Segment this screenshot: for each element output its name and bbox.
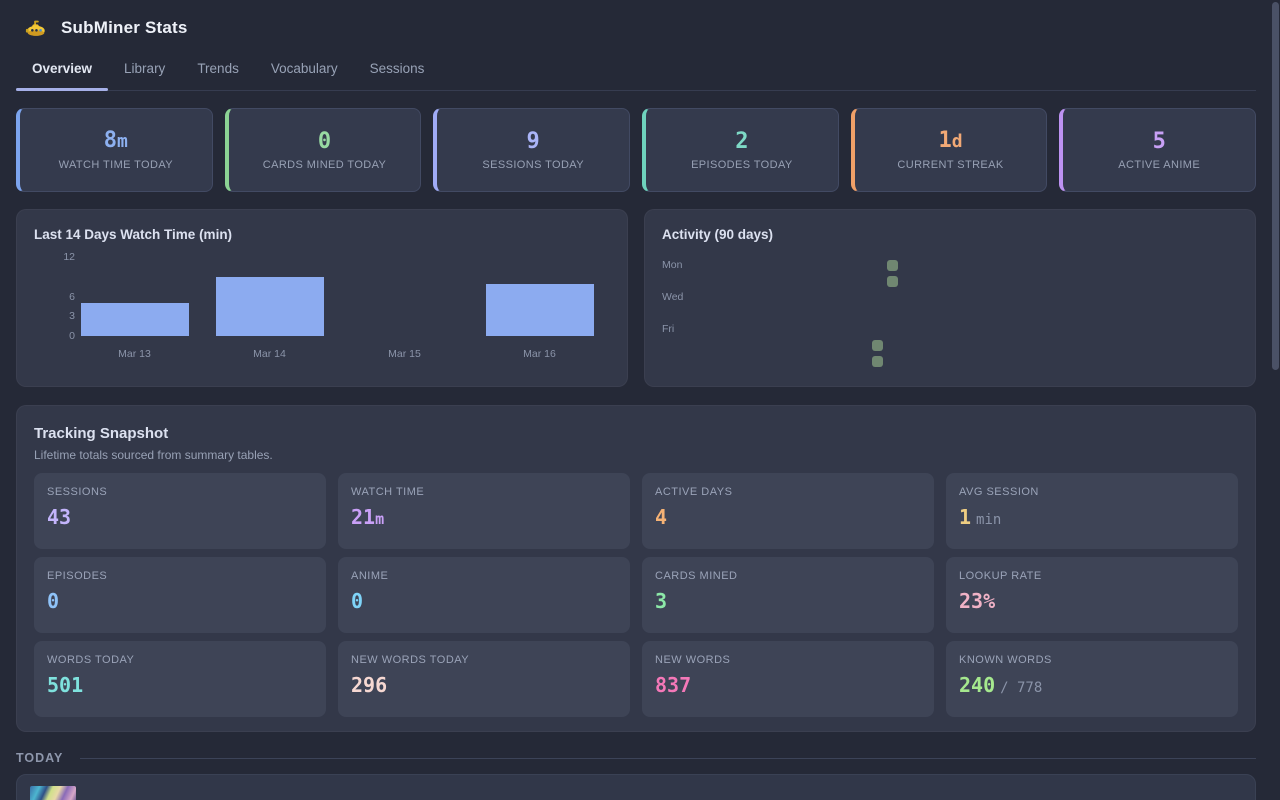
stat-card-value: 2 [735,128,749,154]
tile-label: EPISODES [47,570,108,582]
stat-card-value: 8m [103,128,128,153]
stat-card-value: 1d [938,128,963,153]
submarine-logo-icon [25,20,45,36]
tile-label: AVG SESSION [959,486,1039,498]
heatmap-active-cell [872,356,883,367]
tracking-tile-anime: ANIME 0 [338,557,630,633]
tracking-tile-avg-session: AVG SESSION 1 min [946,473,1238,549]
tracking-tile-sessions: SESSIONS 43 [34,473,326,549]
tracking-tile-grid: SESSIONS 43 WATCH TIME 21m ACTIVE DAYS 4 AVG S… [34,473,1238,717]
stat-card-cards-mined-today: 0 CARDS MINED TODAY [224,108,422,192]
bar-mar-13 [80,303,189,336]
tracking-tile-watch-time: WATCH TIME 21m [338,473,630,549]
charts-row: Last 14 Days Watch Time (min) 12 6 3 0 Mar 1… [16,209,1256,387]
today-label: TODAY [16,751,64,765]
tab-sessions[interactable]: Sessions [369,61,425,76]
stat-card-label: EPISODES TODAY [691,158,793,171]
stat-card-value: 0 [317,128,332,154]
tracking-tile-lookup-rate: LOOKUP RATE 23% [946,557,1238,633]
tile-label: ANIME [351,570,389,582]
tile-label: CARDS MINED [655,570,738,582]
tile-value: 43 [47,505,72,529]
bar-mar-14 [215,277,324,336]
heatmap-active-cell [887,260,898,271]
stat-card-watch-time-today: 8m WATCH TIME TODAY [16,108,213,192]
tile-label: KNOWN WORDS [959,654,1052,666]
page-title: SubMiner Stats [61,18,188,37]
tracking-snapshot-subtitle: Lifetime totals sourced from summary tab… [34,448,273,462]
tracking-tile-active-days: ACTIVE DAYS 4 [642,473,934,549]
tile-value: 296 [351,673,388,697]
tile-value: 0 [351,589,364,613]
y-axis-tick: 0 [69,330,75,342]
x-axis-label: Mar 13 [118,348,151,360]
stat-card-current-streak: 1d CURRENT STREAK [850,108,1048,192]
tab-trends[interactable]: Trends [197,61,239,76]
tile-value: 23% [959,589,996,613]
today-section-header: TODAY [16,751,1256,765]
today-divider-line [80,757,1256,759]
stat-card-label: CARDS MINED TODAY [262,158,387,171]
tracking-tile-episodes: EPISODES 0 [34,557,326,633]
tile-value: 4 [655,505,668,529]
stat-card-sessions-today: 9 SESSIONS TODAY [433,108,631,192]
stat-card-episodes-today: 2 EPISODES TODAY [642,108,839,192]
activity-heatmap-panel: Activity (90 days) Mon Wed Fri [644,209,1256,387]
today-session-card[interactable] [16,774,1256,800]
tile-value: 240/ 778 [959,673,1043,697]
tracking-tile-new-words: NEW WORDS 837 [642,641,934,717]
vertical-scrollbar-thumb[interactable] [1272,2,1279,370]
stat-card-label: SESSIONS TODAY [482,158,584,171]
tracking-tile-known-words: KNOWN WORDS 240/ 778 [946,641,1238,717]
stat-card-value: 9 [526,128,540,154]
stat-card-label: ACTIVE ANIME [1118,158,1201,171]
stat-card-value: 5 [1152,128,1166,154]
tile-label: WORDS TODAY [47,654,135,666]
y-axis-tick: 12 [63,251,75,264]
heatmap-row-label-mon: Mon [662,259,683,271]
heatmap-row-label-wed: Wed [662,291,684,303]
stat-card-label: WATCH TIME TODAY [58,159,174,171]
watch-time-bar-chart-panel: Last 14 Days Watch Time (min) 12 6 3 0 Mar 1… [16,209,628,387]
x-axis-label: Mar 14 [253,348,286,360]
tile-value: 501 [47,673,84,697]
tracking-snapshot-title: Tracking Snapshot [34,425,169,442]
anime-thumbnail-image [30,786,76,800]
tab-bar: Overview Library Trends Vocabulary Sessions [16,55,1256,91]
tile-value: 0 [47,589,60,613]
bar-chart-title: Last 14 Days Watch Time (min) [34,227,233,242]
tile-value: 1 min [959,505,1002,529]
tile-value: 837 [655,673,692,697]
tracking-tile-words-today: WORDS TODAY 501 [34,641,326,717]
stat-card-row: 8m WATCH TIME TODAY 0 CARDS MINED TODAY 9 SES… [16,108,1257,192]
tab-vocabulary[interactable]: Vocabulary [270,61,338,76]
heatmap-title: Activity (90 days) [662,227,774,242]
tile-value: 21m [351,505,385,529]
heatmap-row-label-fri: Fri [662,323,675,335]
stat-card-active-anime: 5 ACTIVE ANIME [1059,108,1257,192]
app-header: SubMiner Stats [0,0,1280,43]
tile-label: ACTIVE DAYS [655,486,733,498]
tile-label: NEW WORDS TODAY [351,654,470,666]
tile-label: WATCH TIME [351,486,425,498]
tile-label: SESSIONS [47,486,108,498]
tracking-tile-cards-mined: CARDS MINED 3 [642,557,934,633]
tracking-tile-new-words-today: NEW WORDS TODAY 296 [338,641,630,717]
bar-mar-16 [485,283,594,336]
heatmap-active-cell [872,340,883,351]
y-axis-tick: 3 [69,310,75,323]
tracking-snapshot-panel: Tracking Snapshot Lifetime totals source… [16,405,1256,732]
x-axis-label: Mar 15 [388,348,421,360]
tile-label: NEW WORDS [655,654,731,666]
tab-library[interactable]: Library [124,61,166,76]
tile-value: 3 [655,589,668,613]
tile-label: LOOKUP RATE [959,570,1042,582]
stat-card-label: CURRENT STREAK [897,159,1004,171]
heatmap-active-cell [887,276,898,287]
y-axis-tick: 6 [69,290,75,303]
tab-overview[interactable]: Overview [16,55,109,91]
x-axis-label: Mar 16 [523,348,556,360]
